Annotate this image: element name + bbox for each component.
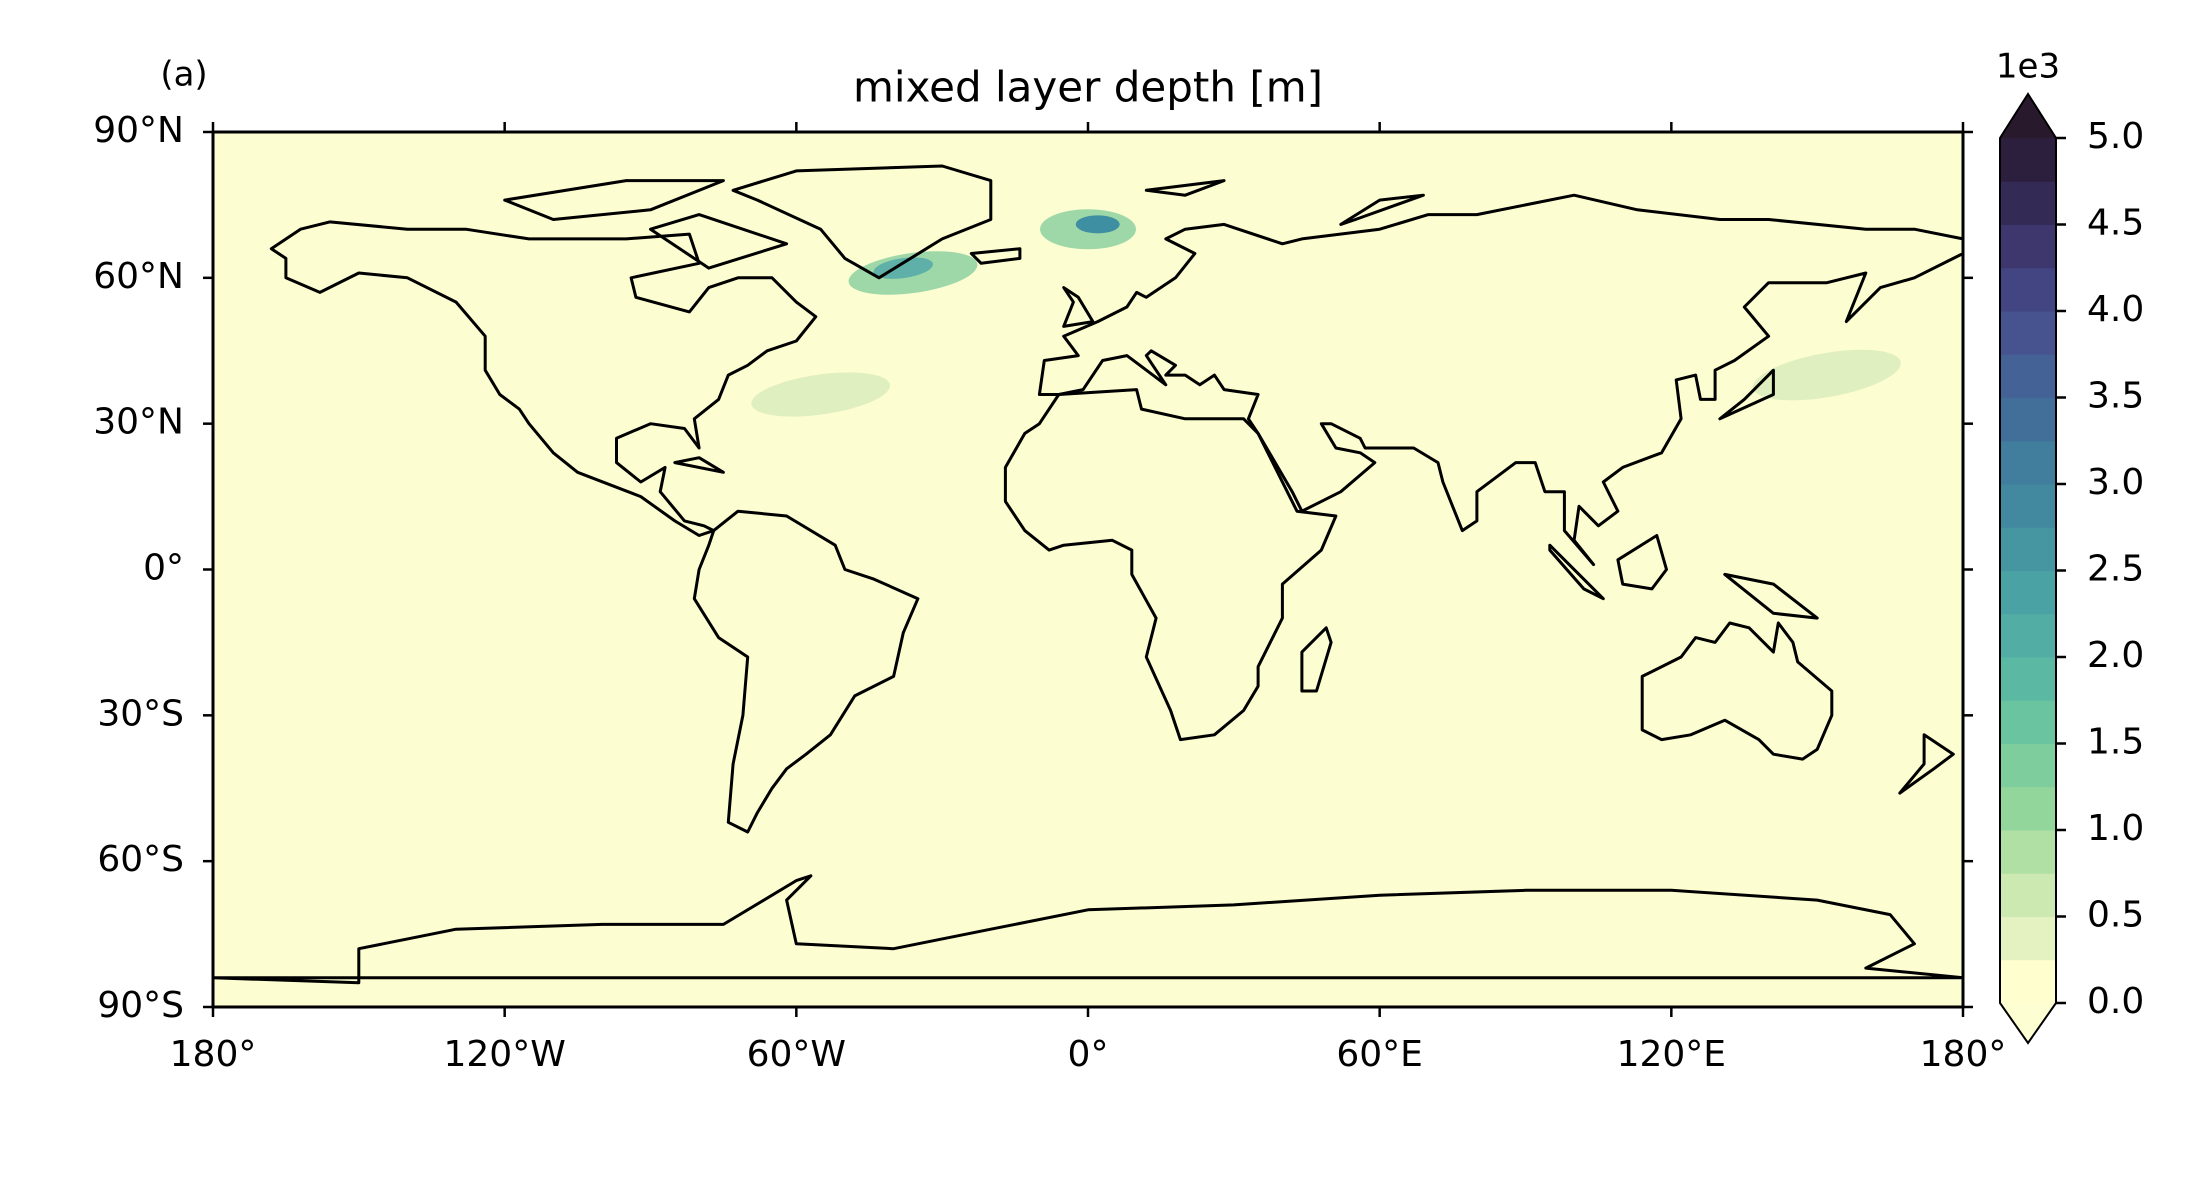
colorbar-level	[2000, 873, 2056, 917]
colorbar-level	[2000, 354, 2056, 398]
colorbar-extend-min	[2000, 1003, 2056, 1043]
coastline	[1616, 534, 1668, 591]
y-tick-label: 60°S	[97, 839, 184, 880]
colorbar-tick-label: 4.5	[2087, 203, 2144, 244]
map-background	[213, 132, 1963, 1007]
colorbar-level	[2000, 613, 2056, 658]
colorbar-level	[2000, 830, 2056, 874]
x-tick-label: 180°	[170, 1034, 257, 1075]
colorbar-level	[2000, 484, 2056, 528]
colorbar-tick-label: 3.0	[2087, 462, 2144, 503]
x-tick-label: 60°W	[747, 1034, 846, 1075]
colorbar-extend-max	[2000, 94, 2056, 138]
colorbar-tick-label: 2.0	[2087, 635, 2144, 676]
colorbar-level	[2000, 267, 2056, 312]
colorbar-level	[2000, 916, 2056, 961]
y-tick-label: 30°N	[93, 402, 184, 443]
colorbar-level	[2000, 527, 2056, 571]
coastline	[1548, 543, 1605, 601]
coastline	[1723, 572, 1819, 620]
coastline	[1144, 179, 1226, 197]
coastline	[649, 213, 789, 270]
map: 180° 120°W 60°W 0° 60°E 120°E 180° 90°S 60°S 30°S…	[93, 110, 2006, 1075]
colorbar-level	[2000, 224, 2056, 269]
colorbar-offset: 1e3	[1996, 47, 2060, 87]
coastline	[503, 179, 725, 221]
coastline	[1003, 388, 1338, 742]
colorbar-tick-label: 0.5	[2087, 895, 2144, 936]
panel-label: (a)	[160, 55, 207, 95]
colorbar-level	[2000, 959, 2056, 1004]
y-tick-label: 0°	[143, 548, 184, 589]
coastline	[1037, 193, 1965, 567]
colorbar-tick-label: 5.0	[2087, 116, 2144, 157]
chart-title: mixed layer depth [m]	[853, 63, 1323, 112]
colorbar-level	[2000, 700, 2056, 744]
x-tick-label: 180°	[1920, 1034, 2007, 1075]
coastline	[673, 456, 725, 474]
x-tick-label: 120°E	[1617, 1034, 1726, 1075]
x-tick-label: 0°	[1068, 1034, 1109, 1075]
coastline	[969, 247, 1022, 265]
colorbar-level	[2000, 181, 2056, 225]
coastline	[1300, 626, 1333, 693]
coastline	[731, 164, 993, 280]
colorbar-tick-label: 1.5	[2087, 722, 2144, 763]
colorbar-level	[2000, 657, 2056, 701]
colorbar-level	[2000, 786, 2056, 831]
coastline	[692, 509, 920, 834]
y-tick-label: 60°N	[93, 256, 184, 297]
colorbar-level	[2000, 138, 2056, 182]
colorbar-tick-label: 0.0	[2087, 981, 2144, 1022]
y-tick-label: 30°S	[97, 693, 184, 734]
colorbar-level	[2000, 440, 2056, 485]
y-tick-label: 90°S	[97, 985, 184, 1026]
coastline	[1718, 368, 1775, 421]
colorbar-level	[2000, 570, 2056, 615]
y-tick-label: 90°N	[93, 110, 184, 151]
x-tick-label: 60°E	[1336, 1034, 1423, 1075]
coastline	[1640, 621, 1834, 761]
colorbar-tick-label: 1.0	[2087, 808, 2144, 849]
x-tick-label: 120°W	[444, 1034, 566, 1075]
colorbar-level	[2000, 311, 2056, 355]
colorbar-tick-label: 4.0	[2087, 289, 2144, 330]
mld-patch	[1075, 215, 1120, 234]
colorbar-level	[2000, 397, 2056, 442]
coastline	[1339, 193, 1425, 226]
coastline	[1898, 733, 1955, 795]
colorbar: 0.0 0.5 1.0 1.5 2.0 2.5 3.0 3.5 4.0 4.5 5.0	[1999, 92, 2144, 1045]
colorbar-tick-label: 2.5	[2087, 549, 2144, 590]
mld-patch	[751, 372, 891, 417]
coastline	[1062, 286, 1095, 328]
colorbar-level	[2000, 743, 2056, 788]
coastline	[269, 220, 818, 537]
colorbar-tick-label: 3.5	[2087, 376, 2144, 417]
coastline	[211, 874, 1965, 985]
mld-patch	[1752, 349, 1901, 401]
